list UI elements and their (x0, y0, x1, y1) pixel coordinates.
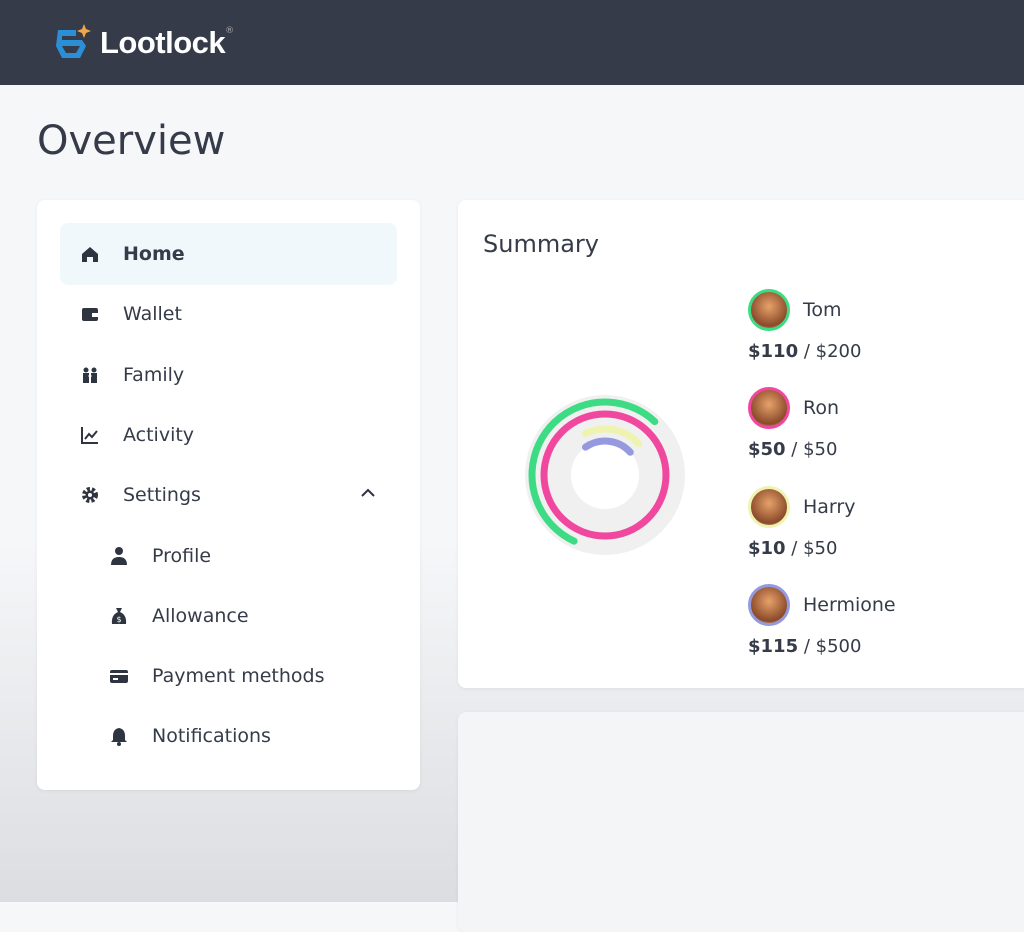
sidebar-item-activity[interactable]: Activity (60, 404, 397, 466)
ring-ron (540, 410, 670, 540)
wallet-icon (79, 303, 101, 325)
sidebar-item-label: Wallet (123, 303, 182, 326)
sidebar-item-label: Home (123, 243, 185, 265)
svg-text:$: $ (116, 615, 121, 624)
page-title: Overview (37, 118, 226, 164)
avatar (748, 387, 790, 429)
chart-track (525, 395, 685, 555)
sidebar-item-home[interactable]: Home (60, 223, 397, 285)
amount: $10 / $50 (748, 538, 838, 559)
bell-icon (108, 725, 130, 747)
sidebar-item-label: Allowance (152, 604, 249, 627)
money-bag-icon: $ (108, 605, 130, 627)
avatar (748, 584, 790, 626)
ring-harry (555, 425, 655, 525)
app-header: Lootlock ® (0, 0, 1024, 85)
avatar (748, 486, 790, 528)
amount: $50 / $50 (748, 439, 838, 460)
sidebar-item-label: Payment methods (152, 665, 325, 688)
sidebar-item-label: Notifications (152, 725, 271, 748)
logo[interactable]: Lootlock ® (52, 22, 234, 64)
gear-icon (79, 484, 101, 506)
person-name: Harry (803, 496, 856, 518)
person-name: Hermione (803, 594, 896, 616)
avatar (748, 289, 790, 331)
registered-mark: ® (225, 26, 235, 36)
amount-limit: $500 (815, 636, 862, 657)
amount-limit: $50 (803, 439, 838, 460)
sidebar-item-allowance[interactable]: $ Allowance (60, 585, 397, 647)
ring-hermione (567, 437, 643, 513)
chevron-up-icon[interactable] (359, 484, 377, 507)
sidebar-item-notifications[interactable]: Notifications (60, 705, 397, 767)
person-name: Ron (803, 397, 840, 419)
sidebar-item-label: Settings (123, 484, 201, 507)
amount-spent: $50 (748, 439, 786, 460)
ring-tom (528, 398, 682, 552)
summary-ring-chart (525, 395, 685, 555)
amount-spent: $10 (748, 538, 786, 559)
sidebar-item-label: Family (123, 363, 185, 386)
home-icon (79, 243, 101, 265)
sidebar-nav: Home Wallet Family Activity Settings Profile $… (37, 200, 420, 790)
summary-title: Summary (483, 230, 599, 258)
chart-line-icon (79, 424, 101, 446)
family-icon (79, 364, 101, 386)
brand-name: Lootlock (100, 25, 226, 60)
person-icon (108, 545, 130, 567)
credit-card-icon (108, 665, 130, 687)
amount-limit: $200 (815, 341, 862, 362)
sidebar-item-label: Profile (152, 544, 212, 567)
secondary-card (458, 712, 1024, 932)
person-name: Tom (803, 299, 842, 321)
amount-spent: $110 (748, 341, 799, 362)
lootlock-logo-icon (56, 24, 91, 58)
amount-limit: $50 (803, 538, 838, 559)
sidebar-item-payment-methods[interactable]: Payment methods (60, 645, 397, 707)
sidebar-item-family[interactable]: Family (60, 344, 397, 406)
amount: $110 / $200 (748, 341, 862, 362)
summary-card: Summary Tom $110 / $200 Ron $50 / $50 Harry $… (458, 200, 1024, 688)
sidebar-item-wallet[interactable]: Wallet (60, 283, 397, 345)
sidebar-item-profile[interactable]: Profile (60, 525, 397, 587)
amount: $115 / $500 (748, 636, 862, 657)
amount-spent: $115 (748, 636, 799, 657)
sidebar-item-label: Activity (123, 423, 195, 446)
sidebar-item-settings[interactable]: Settings (60, 464, 397, 526)
